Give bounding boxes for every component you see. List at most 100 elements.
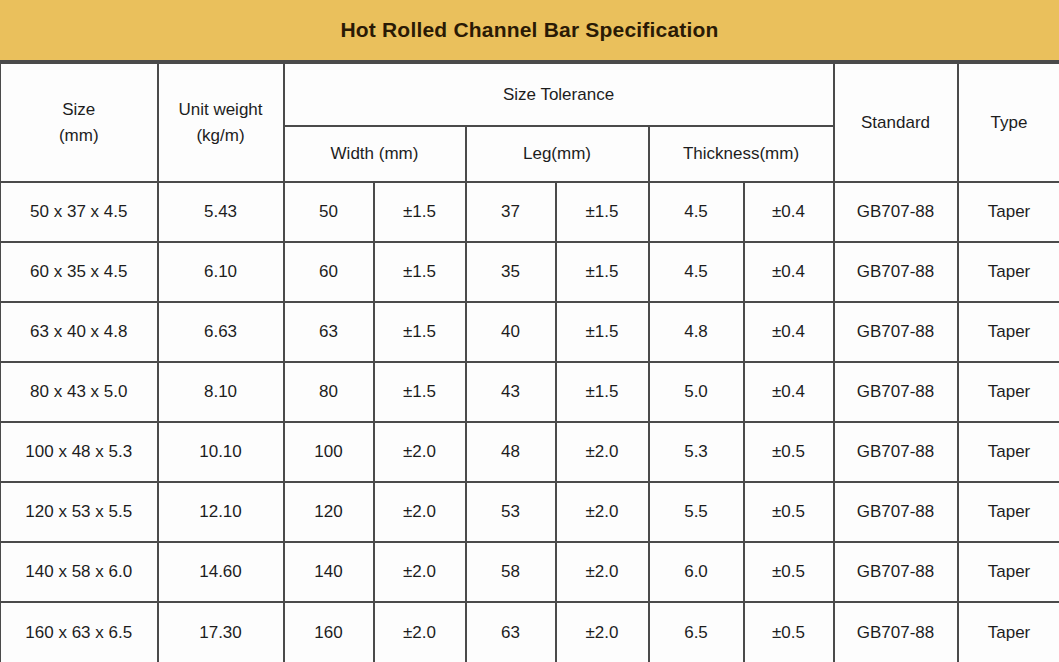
header-row-top: Size (mm) Unit weight (kg/m) Size Tolera… [1,63,1059,126]
cell-leg: 48 [466,422,556,482]
cell-width-tol: ±2.0 [374,542,466,602]
cell-size: 160 x 63 x 6.5 [1,602,158,662]
cell-standard: GB707-88 [834,182,958,242]
header-size: Size (mm) [1,63,158,182]
cell-width: 120 [284,482,374,542]
subheader-leg: Leg(mm) [466,126,649,182]
header-unit-weight-line2: (kg/m) [161,123,281,149]
cell-size: 80 x 43 x 5.0 [1,362,158,422]
table-row: 100 x 48 x 5.3 10.10 100 ±2.0 48 ±2.0 5.… [1,422,1059,482]
cell-thickness-tol: ±0.5 [744,542,834,602]
cell-leg-tol: ±2.0 [556,542,649,602]
cell-width: 50 [284,182,374,242]
header-unit-weight: Unit weight (kg/m) [158,63,284,182]
cell-size: 63 x 40 x 4.8 [1,302,158,362]
cell-unit-weight: 17.30 [158,602,284,662]
cell-leg-tol: ±1.5 [556,302,649,362]
cell-width-tol: ±2.0 [374,482,466,542]
cell-type: Taper [958,422,1059,482]
cell-unit-weight: 8.10 [158,362,284,422]
cell-thickness: 6.5 [649,602,744,662]
cell-leg: 63 [466,602,556,662]
cell-width: 60 [284,242,374,302]
table-row: 60 x 35 x 4.5 6.10 60 ±1.5 35 ±1.5 4.5 ±… [1,242,1059,302]
subheader-thickness: Thickness(mm) [649,126,834,182]
cell-thickness: 4.8 [649,302,744,362]
cell-thickness: 4.5 [649,242,744,302]
header-standard: Standard [834,63,958,182]
cell-thickness: 4.5 [649,182,744,242]
cell-width-tol: ±1.5 [374,362,466,422]
cell-standard: GB707-88 [834,302,958,362]
cell-thickness-tol: ±0.4 [744,302,834,362]
cell-leg: 37 [466,182,556,242]
cell-leg-tol: ±1.5 [556,182,649,242]
subheader-width: Width (mm) [284,126,466,182]
cell-standard: GB707-88 [834,482,958,542]
header-size-line2: (mm) [3,123,155,149]
cell-width-tol: ±1.5 [374,242,466,302]
cell-type: Taper [958,602,1059,662]
cell-thickness-tol: ±0.4 [744,242,834,302]
cell-thickness: 6.0 [649,542,744,602]
cell-unit-weight: 10.10 [158,422,284,482]
cell-unit-weight: 5.43 [158,182,284,242]
cell-leg: 53 [466,482,556,542]
cell-size: 50 x 37 x 4.5 [1,182,158,242]
cell-type: Taper [958,302,1059,362]
title-bar: Hot Rolled Channel Bar Specification [0,0,1059,62]
cell-type: Taper [958,362,1059,422]
cell-type: Taper [958,182,1059,242]
table-row: 140 x 58 x 6.0 14.60 140 ±2.0 58 ±2.0 6.… [1,542,1059,602]
cell-leg-tol: ±1.5 [556,242,649,302]
cell-standard: GB707-88 [834,422,958,482]
page-title: Hot Rolled Channel Bar Specification [340,18,718,42]
cell-standard: GB707-88 [834,242,958,302]
cell-type: Taper [958,482,1059,542]
cell-leg: 58 [466,542,556,602]
table-row: 50 x 37 x 4.5 5.43 50 ±1.5 37 ±1.5 4.5 ±… [1,182,1059,242]
cell-standard: GB707-88 [834,362,958,422]
table-row: 63 x 40 x 4.8 6.63 63 ±1.5 40 ±1.5 4.8 ±… [1,302,1059,362]
cell-thickness-tol: ±0.5 [744,422,834,482]
cell-leg-tol: ±1.5 [556,362,649,422]
header-type: Type [958,63,1059,182]
cell-thickness: 5.0 [649,362,744,422]
cell-width: 80 [284,362,374,422]
cell-leg: 43 [466,362,556,422]
table-row: 120 x 53 x 5.5 12.10 120 ±2.0 53 ±2.0 5.… [1,482,1059,542]
cell-thickness-tol: ±0.5 [744,602,834,662]
header-size-line1: Size [3,97,155,123]
cell-unit-weight: 14.60 [158,542,284,602]
cell-size: 60 x 35 x 4.5 [1,242,158,302]
cell-width-tol: ±1.5 [374,182,466,242]
spec-table: Size (mm) Unit weight (kg/m) Size Tolera… [0,62,1059,662]
table-row: 80 x 43 x 5.0 8.10 80 ±1.5 43 ±1.5 5.0 ±… [1,362,1059,422]
cell-width-tol: ±1.5 [374,302,466,362]
cell-thickness-tol: ±0.4 [744,182,834,242]
cell-leg: 35 [466,242,556,302]
cell-type: Taper [958,242,1059,302]
cell-size: 140 x 58 x 6.0 [1,542,158,602]
cell-type: Taper [958,542,1059,602]
cell-leg: 40 [466,302,556,362]
cell-thickness-tol: ±0.4 [744,362,834,422]
cell-width: 100 [284,422,374,482]
cell-size: 120 x 53 x 5.5 [1,482,158,542]
cell-width: 63 [284,302,374,362]
table-row: 160 x 63 x 6.5 17.30 160 ±2.0 63 ±2.0 6.… [1,602,1059,662]
cell-width: 160 [284,602,374,662]
header-size-tolerance: Size Tolerance [284,63,834,126]
cell-size: 100 x 48 x 5.3 [1,422,158,482]
cell-standard: GB707-88 [834,542,958,602]
spec-sheet: Hot Rolled Channel Bar Specification Siz… [0,0,1059,662]
cell-leg-tol: ±2.0 [556,602,649,662]
cell-unit-weight: 6.10 [158,242,284,302]
cell-thickness: 5.5 [649,482,744,542]
cell-width-tol: ±2.0 [374,422,466,482]
cell-unit-weight: 12.10 [158,482,284,542]
cell-width-tol: ±2.0 [374,602,466,662]
cell-thickness-tol: ±0.5 [744,482,834,542]
cell-thickness: 5.3 [649,422,744,482]
cell-width: 140 [284,542,374,602]
